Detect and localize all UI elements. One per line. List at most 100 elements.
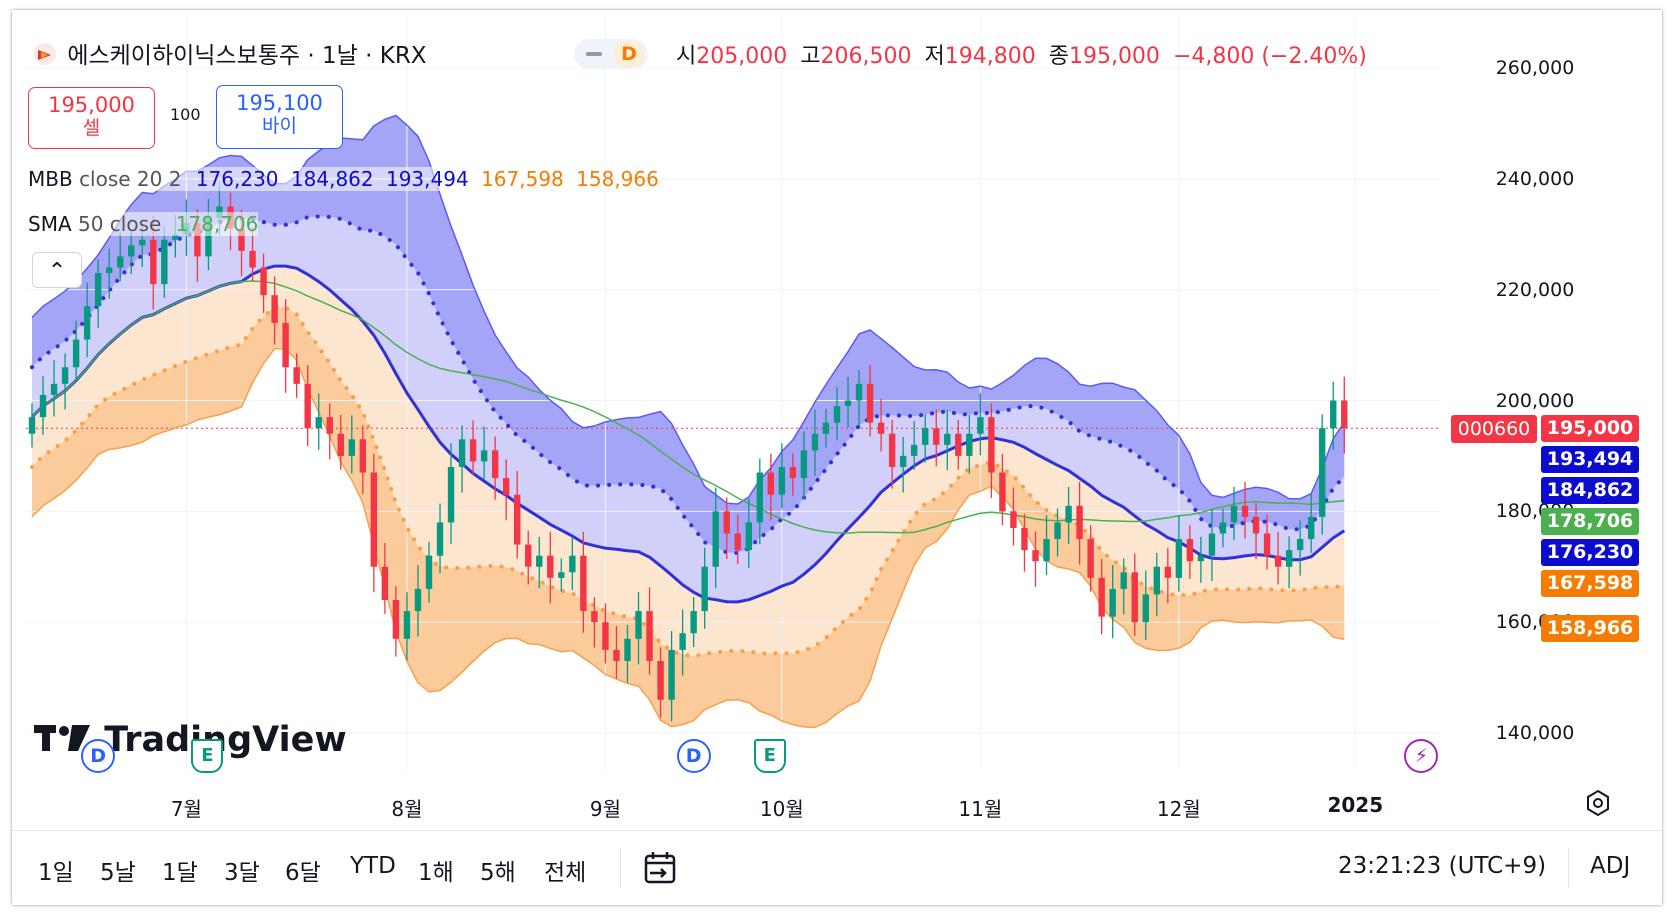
range-button[interactable]: 전체: [544, 860, 587, 886]
candle-body: [1341, 400, 1348, 429]
range-button[interactable]: 1해: [418, 860, 454, 886]
candle: [502, 459, 510, 521]
spread-value: 100: [170, 105, 201, 124]
candle: [558, 558, 565, 592]
candle: [767, 453, 775, 521]
y-axis-label: 260,000: [1495, 57, 1575, 79]
candle-body: [745, 522, 752, 551]
candle: [723, 497, 730, 559]
candle-body: [1010, 511, 1017, 528]
candle-body: [1054, 522, 1061, 540]
collapse-legend-button[interactable]: ⌃: [32, 252, 82, 288]
candle: [800, 431, 808, 500]
candle: [734, 514, 741, 564]
chevron-up-icon: ⌃: [47, 259, 67, 284]
candle-body: [61, 367, 69, 384]
candle: [128, 231, 135, 275]
sell-button[interactable]: 195,000 셀: [28, 87, 155, 149]
candle-body: [1032, 550, 1039, 562]
candle: [271, 276, 278, 345]
candle-body: [436, 522, 444, 556]
date-range-calendar-icon[interactable]: [640, 848, 680, 888]
symbol-row[interactable]: 에스케이하이닉스보통주 · 1날 · KRX: [34, 36, 427, 70]
candle: [348, 415, 355, 474]
lower-band-2-line: [31, 347, 1345, 729]
candle-body: [646, 611, 653, 661]
candle: [1252, 503, 1260, 559]
candle-body: [458, 439, 466, 467]
earnings-event-icon[interactable]: E: [191, 739, 224, 773]
candle: [1065, 486, 1072, 545]
range-button[interactable]: 1달: [162, 860, 198, 886]
candle: [381, 542, 389, 614]
axis-settings-gear-icon[interactable]: [1583, 788, 1613, 818]
price-tag: 167,598: [1541, 570, 1639, 598]
candle-body: [139, 239, 146, 246]
candle: [83, 282, 91, 358]
candle: [1263, 514, 1271, 570]
middle-band-line: [30, 264, 1346, 604]
range-button[interactable]: 3달: [224, 860, 260, 886]
candle: [580, 531, 587, 633]
candle: [1319, 414, 1326, 535]
mbb-legend[interactable]: MBB close 20 2 176,230 184,862 193,494 1…: [28, 167, 659, 191]
candle-body: [613, 649, 620, 661]
candle: [1186, 525, 1194, 579]
candle-body: [1109, 588, 1116, 617]
candle-body: [899, 455, 907, 467]
x-axis-label: 9월: [589, 797, 621, 821]
candle-body: [1285, 550, 1293, 567]
candle-body: [558, 572, 565, 578]
candle: [966, 414, 973, 474]
candle: [1341, 376, 1348, 454]
sma-legend[interactable]: SMA 50 close 178,706: [28, 212, 259, 236]
candle: [469, 420, 477, 476]
candle-body: [525, 544, 532, 567]
buy-button[interactable]: 195,100 바이: [216, 85, 343, 149]
clock-readout[interactable]: 23:21:23 (UTC+9): [1338, 853, 1547, 879]
range-button[interactable]: 5날: [100, 860, 136, 886]
dividend-event-icon[interactable]: D: [81, 739, 116, 773]
footer-separator: [620, 848, 621, 888]
candle-body: [1120, 572, 1127, 589]
candle: [282, 299, 289, 393]
candle-body: [83, 306, 91, 340]
candle-body: [591, 611, 598, 623]
candle-body: [469, 439, 477, 462]
candle: [1054, 508, 1061, 557]
candle: [877, 398, 885, 452]
candle-body: [800, 450, 808, 479]
chart-window: [12, 10, 1662, 905]
candle-body: [403, 611, 411, 639]
dividend-event-icon[interactable]: D: [676, 739, 711, 773]
candle: [392, 586, 400, 657]
range-button[interactable]: 5해: [480, 860, 516, 886]
tradingview-logo-icon: [34, 725, 90, 751]
candle: [855, 370, 863, 426]
adj-toggle[interactable]: ADJ: [1590, 853, 1631, 879]
candle-body: [425, 555, 433, 589]
candle-body: [1131, 572, 1138, 623]
range-button[interactable]: 6달: [285, 860, 321, 886]
candle-body: [1043, 539, 1050, 562]
earnings-event-icon[interactable]: E: [753, 739, 786, 773]
candle: [337, 414, 344, 470]
candle: [591, 597, 598, 648]
candle-body: [337, 433, 344, 456]
candle: [1098, 558, 1105, 635]
candle-body: [315, 417, 322, 429]
range-button[interactable]: YTD: [350, 853, 396, 879]
symbol-title[interactable]: 에스케이하이닉스보통주 · 1날 · KRX: [67, 43, 427, 69]
candle-body: [326, 417, 333, 434]
range-button[interactable]: 1일: [38, 860, 74, 886]
candle: [1142, 570, 1149, 640]
news-flash-icon[interactable]: ⚡: [1404, 739, 1439, 773]
candle-body: [922, 428, 929, 445]
candle-body: [1153, 566, 1160, 595]
candle-body: [72, 339, 80, 368]
lower-band-1-dotted-line: [30, 305, 1347, 659]
y-axis-label: 220,000: [1495, 278, 1575, 301]
x-axis-label: 10월: [759, 797, 804, 821]
interval-badge[interactable]: D: [574, 39, 648, 69]
